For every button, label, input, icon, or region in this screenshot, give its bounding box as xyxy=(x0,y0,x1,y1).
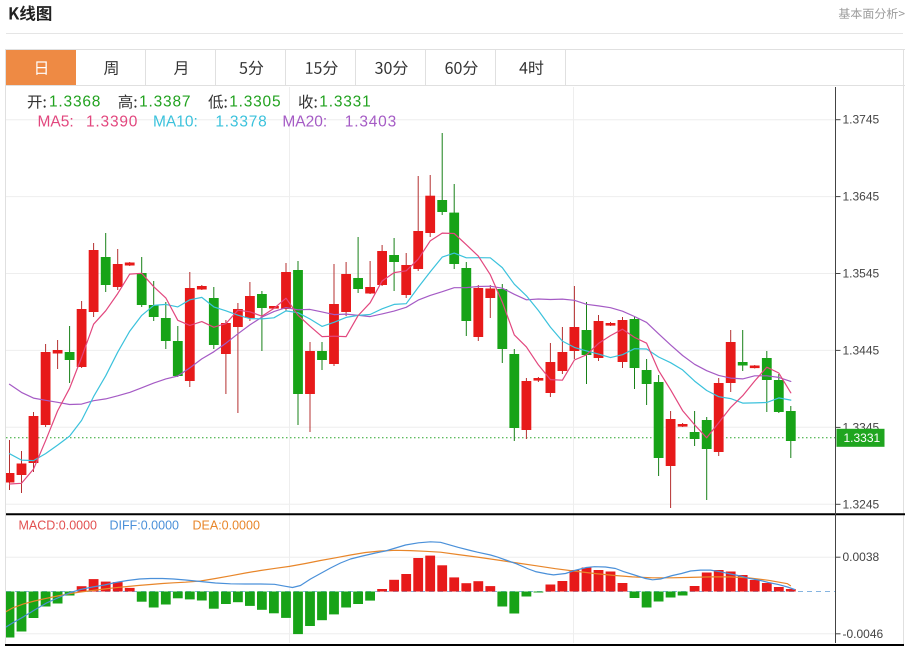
svg-text:1.3390: 1.3390 xyxy=(86,114,138,131)
svg-text:1.3545: 1.3545 xyxy=(843,267,880,281)
svg-text:0.0038: 0.0038 xyxy=(843,550,880,564)
svg-text:MA20:: MA20: xyxy=(282,114,327,131)
svg-text:DEA:0.0000: DEA:0.0000 xyxy=(193,519,260,533)
svg-text:1.3331: 1.3331 xyxy=(844,431,881,445)
svg-text:MACD:0.0000: MACD:0.0000 xyxy=(19,519,98,533)
svg-text:1.3378: 1.3378 xyxy=(215,114,267,131)
svg-text:1.3745: 1.3745 xyxy=(843,113,880,127)
svg-text:1.3445: 1.3445 xyxy=(843,343,880,357)
svg-text:MA10:: MA10: xyxy=(153,114,198,131)
svg-text:DIFF:0.0000: DIFF:0.0000 xyxy=(110,519,180,533)
svg-text:1.3645: 1.3645 xyxy=(843,190,880,204)
svg-text:1.3305: 1.3305 xyxy=(229,94,281,111)
svg-text:1.3368: 1.3368 xyxy=(49,94,101,111)
svg-text:1.3403: 1.3403 xyxy=(345,114,397,131)
svg-text:MA5:: MA5: xyxy=(38,114,74,131)
svg-text:1.3331: 1.3331 xyxy=(319,94,371,111)
svg-text:1.3387: 1.3387 xyxy=(139,94,191,111)
svg-text:-0.0046: -0.0046 xyxy=(843,627,884,641)
svg-text:1.3245: 1.3245 xyxy=(843,497,880,511)
